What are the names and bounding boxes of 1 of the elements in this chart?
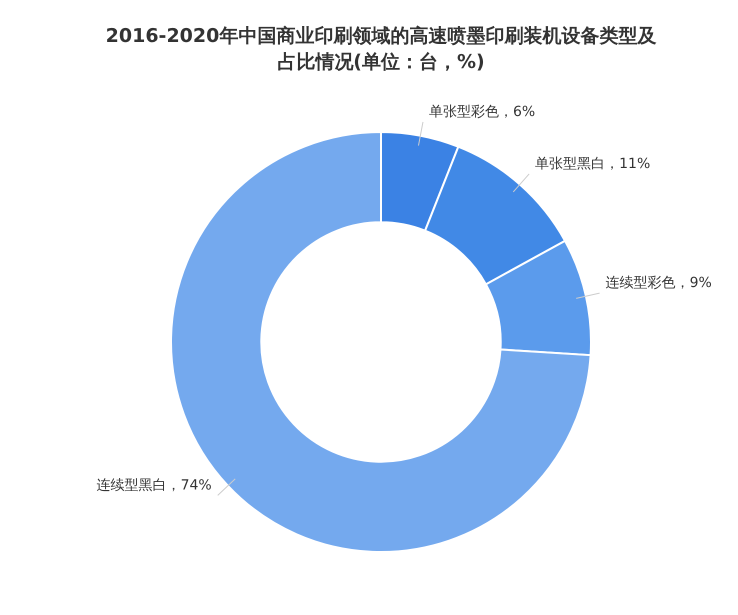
title: 2016-2020年中国商业印刷领域的高速喷墨印刷装机设备类型及占比情况(单位：台，%) bbox=[106, 25, 656, 73]
